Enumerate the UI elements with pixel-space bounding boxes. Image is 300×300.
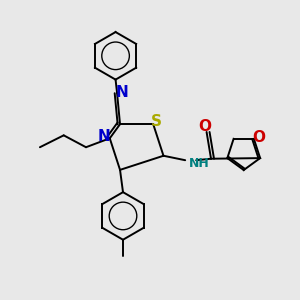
Text: O: O — [199, 119, 212, 134]
Text: N: N — [98, 129, 111, 144]
Text: S: S — [151, 114, 162, 129]
Text: N: N — [116, 85, 129, 100]
Text: NH: NH — [189, 157, 210, 170]
Text: O: O — [252, 130, 265, 145]
